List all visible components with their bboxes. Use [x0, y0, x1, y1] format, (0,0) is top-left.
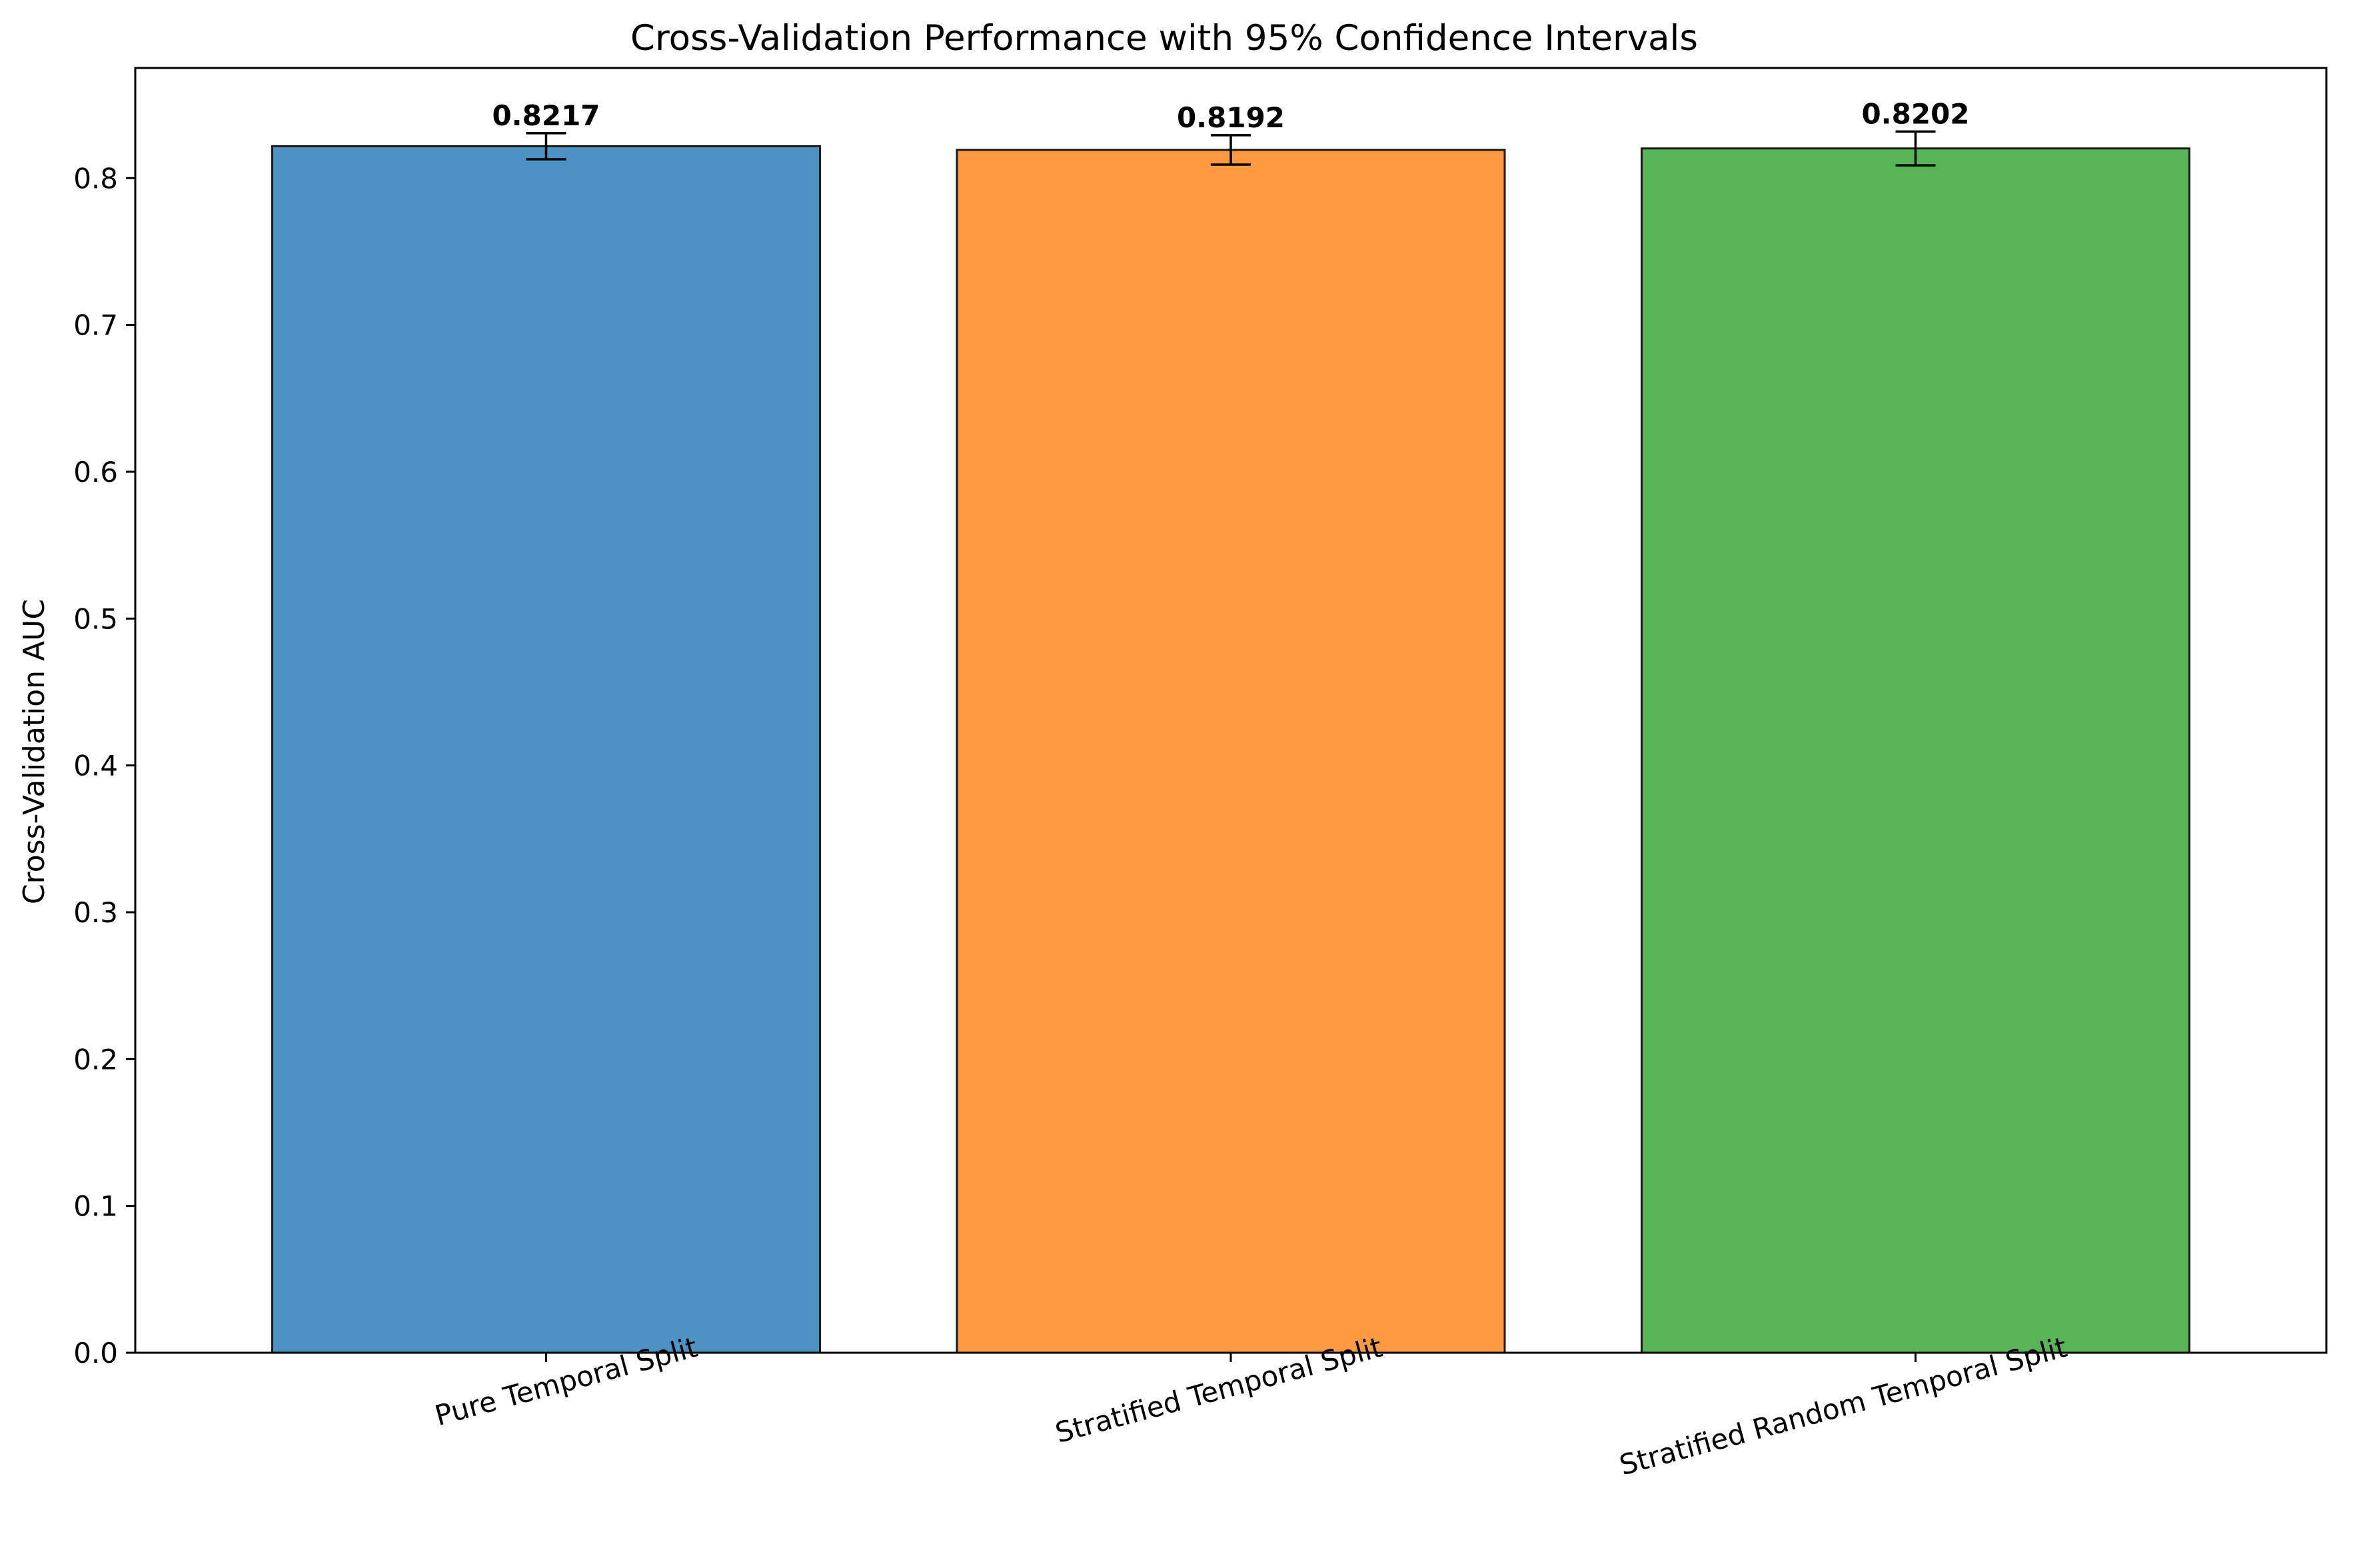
- y-axis-label: Cross-Validation AUC: [17, 599, 51, 904]
- bar: [271, 145, 821, 1354]
- y-tick-label: 0.6: [73, 456, 118, 488]
- bar: [1641, 147, 2190, 1354]
- y-tick-label: 0.0: [73, 1337, 118, 1369]
- chart-title: Cross-Validation Performance with 95% Co…: [630, 18, 1698, 59]
- y-tick-label: 0.7: [73, 309, 118, 342]
- y-tick-label: 0.5: [73, 602, 118, 635]
- y-tick-label: 0.4: [73, 750, 118, 782]
- plot-frame: [134, 67, 2328, 1354]
- y-tick-label: 0.1: [73, 1190, 118, 1223]
- data-label: 0.8192: [1177, 101, 1285, 134]
- y-tick-label: 0.3: [73, 896, 118, 929]
- y-tick-label: 0.8: [73, 162, 118, 195]
- y-tick-label: 0.2: [73, 1043, 118, 1076]
- data-label: 0.8217: [492, 99, 600, 132]
- bar: [956, 149, 1506, 1354]
- data-label: 0.8202: [1861, 97, 1969, 130]
